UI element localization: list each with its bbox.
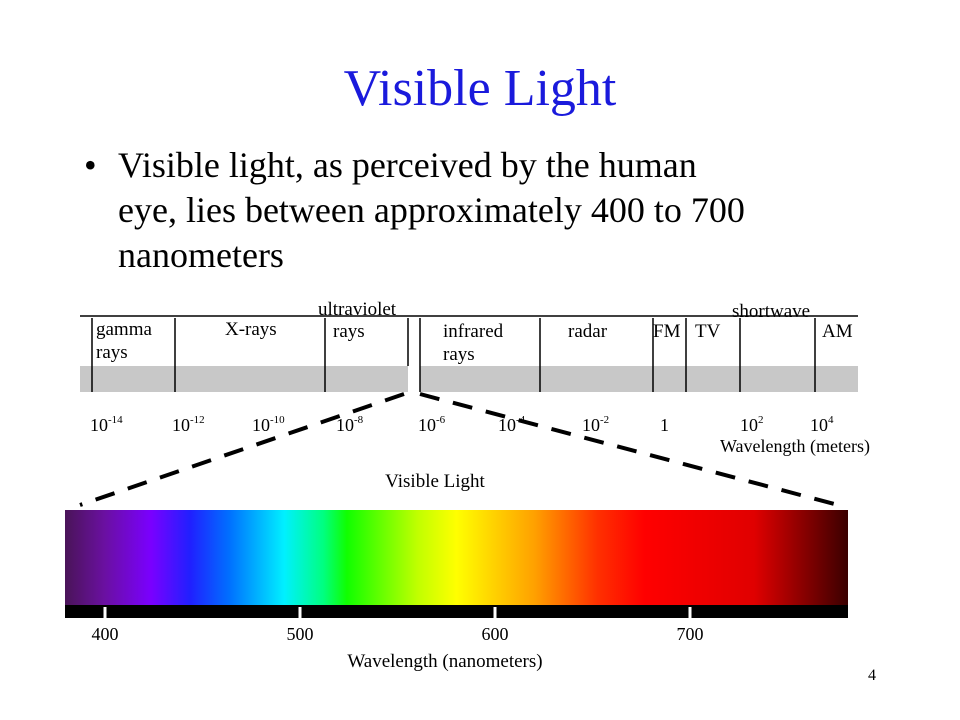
region-label: ultraviolet (318, 299, 397, 320)
tick-exp: -14 (108, 414, 123, 426)
tick-exp: -10 (270, 414, 285, 426)
meter-tick: 104 (810, 414, 834, 435)
nm-tick-label: 700 (677, 624, 704, 644)
visible-label: Visible Light (385, 471, 485, 492)
tick-base: 10 (582, 415, 600, 435)
dash-line (79, 392, 405, 507)
tick-base: 10 (810, 415, 828, 435)
tick-base: 10 (252, 415, 270, 435)
band (80, 366, 408, 392)
nm-tick-label: 600 (482, 624, 509, 644)
region-label: gamma (96, 319, 152, 340)
nm-tick-mark (103, 607, 107, 618)
tick-exp: -12 (190, 414, 205, 426)
dash-line (419, 392, 839, 507)
region-label: rays (333, 321, 365, 342)
region-label: infrared (443, 321, 504, 342)
region-label: shortwave (732, 301, 810, 322)
tick-base: 10 (418, 415, 436, 435)
zoom-lines (79, 392, 839, 507)
nm-tick-mark (493, 607, 497, 618)
band (420, 366, 858, 392)
axis-label: Wavelength (nanometers) (347, 651, 542, 672)
meter-tick: 10-12 (172, 414, 205, 435)
meter-tick: 102 (740, 414, 764, 435)
nm-tick-mark (298, 607, 302, 618)
meter-tick: 1 (660, 415, 669, 435)
tick-base: 1 (660, 415, 669, 435)
bullet-line: eye, lies between approximately 400 to 7… (118, 190, 745, 230)
tick-base: 10 (90, 415, 108, 435)
region-label: X-rays (225, 319, 277, 340)
meter-tick: 10-2 (582, 414, 609, 435)
region-label: rays (96, 342, 128, 363)
tick-base: 10 (498, 415, 516, 435)
tick-exp: -6 (436, 414, 446, 426)
nm-tick-mark (688, 607, 692, 618)
axis-label: Wavelength (meters) (720, 436, 870, 457)
region-label: AM (822, 321, 853, 342)
meter-tick: 10-14 (90, 414, 123, 435)
tick-exp: -8 (354, 414, 364, 426)
tick-exp: -2 (600, 414, 609, 426)
title: Visible Light (344, 60, 617, 117)
nm-tick-label: 400 (92, 624, 119, 644)
bullet-dot: • (84, 145, 97, 185)
bullet-line: nanometers (118, 235, 284, 275)
tick-exp: 2 (758, 414, 764, 426)
meter-tick: 10-6 (418, 414, 446, 435)
tick-base: 10 (740, 415, 758, 435)
region-label: FM (653, 321, 681, 342)
nm-tick-label: 500 (287, 624, 314, 644)
bullet-line: Visible light, as perceived by the human (118, 145, 697, 185)
tick-base: 10 (172, 415, 190, 435)
region-label: TV (695, 321, 721, 342)
visible-spectrum (65, 510, 848, 606)
em-spectrum: gamma rays X-rays ultraviolet rays infra… (80, 299, 870, 457)
meter-tick: 10-8 (336, 414, 364, 435)
region-label: radar (568, 321, 608, 342)
page-number: 4 (868, 667, 876, 684)
meter-tick: 10-10 (252, 414, 285, 435)
nm-axis (65, 605, 848, 618)
tick-exp: 4 (828, 414, 834, 426)
tick-base: 10 (336, 415, 354, 435)
region-label: rays (443, 344, 475, 365)
